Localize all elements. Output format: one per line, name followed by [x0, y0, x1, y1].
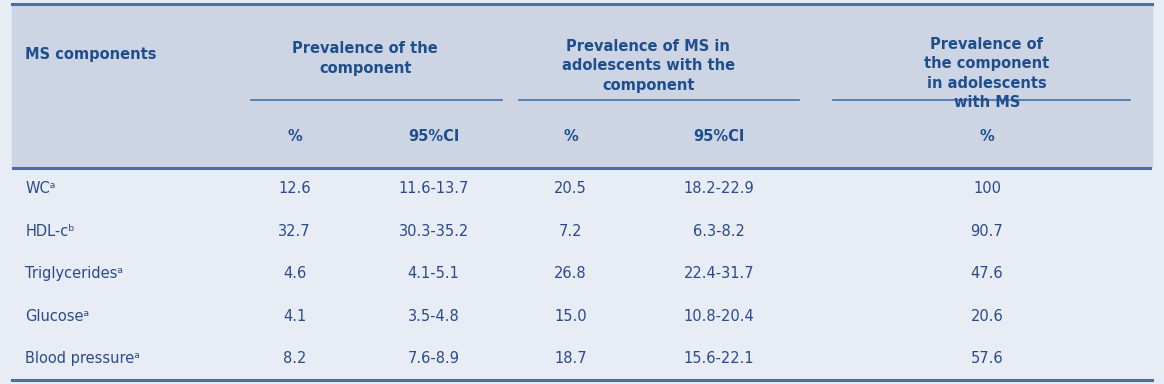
Text: 8.2: 8.2 [283, 351, 306, 366]
Text: %: % [563, 129, 579, 144]
Text: 20.6: 20.6 [971, 309, 1003, 324]
Bar [12, 167, 1152, 380]
Bar [12, 4, 1152, 167]
Text: MS components: MS components [26, 47, 157, 62]
Text: 100: 100 [973, 181, 1001, 196]
Text: WCᵃ: WCᵃ [26, 181, 56, 196]
Text: HDL-cᵇ: HDL-cᵇ [26, 224, 74, 239]
Text: 32.7: 32.7 [278, 224, 311, 239]
Text: Blood pressureᵃ: Blood pressureᵃ [26, 351, 140, 366]
Text: 18.2-22.9: 18.2-22.9 [683, 181, 754, 196]
Text: 26.8: 26.8 [554, 266, 587, 281]
Text: 90.7: 90.7 [971, 224, 1003, 239]
Text: 7.6-8.9: 7.6-8.9 [407, 351, 460, 366]
Text: 30.3-35.2: 30.3-35.2 [398, 224, 469, 239]
Text: Prevalence of MS in
adolescents with the
component: Prevalence of MS in adolescents with the… [561, 39, 734, 93]
Text: %: % [288, 129, 301, 144]
Text: 7.2: 7.2 [559, 224, 582, 239]
Text: 57.6: 57.6 [971, 351, 1003, 366]
Text: 4.1-5.1: 4.1-5.1 [407, 266, 460, 281]
Text: 3.5-4.8: 3.5-4.8 [407, 309, 460, 324]
Text: Triglyceridesᵃ: Triglyceridesᵃ [26, 266, 123, 281]
Text: 47.6: 47.6 [971, 266, 1003, 281]
Text: Prevalence of the
component: Prevalence of the component [292, 41, 438, 76]
Text: 95%CI: 95%CI [694, 129, 745, 144]
Text: 15.0: 15.0 [554, 309, 587, 324]
Text: Glucoseᵃ: Glucoseᵃ [26, 309, 90, 324]
Text: 15.6-22.1: 15.6-22.1 [683, 351, 754, 366]
Text: 95%CI: 95%CI [409, 129, 460, 144]
Text: 10.8-20.4: 10.8-20.4 [683, 309, 754, 324]
Text: 20.5: 20.5 [554, 181, 587, 196]
Text: %: % [980, 129, 994, 144]
Text: 6.3-8.2: 6.3-8.2 [693, 224, 745, 239]
Text: 11.6-13.7: 11.6-13.7 [398, 181, 469, 196]
Text: 18.7: 18.7 [554, 351, 587, 366]
Text: 4.1: 4.1 [283, 309, 306, 324]
Text: 12.6: 12.6 [278, 181, 311, 196]
Text: Prevalence of
the component
in adolescents
with MS: Prevalence of the component in adolescen… [924, 37, 1050, 110]
Text: 4.6: 4.6 [283, 266, 306, 281]
Text: 22.4-31.7: 22.4-31.7 [683, 266, 754, 281]
